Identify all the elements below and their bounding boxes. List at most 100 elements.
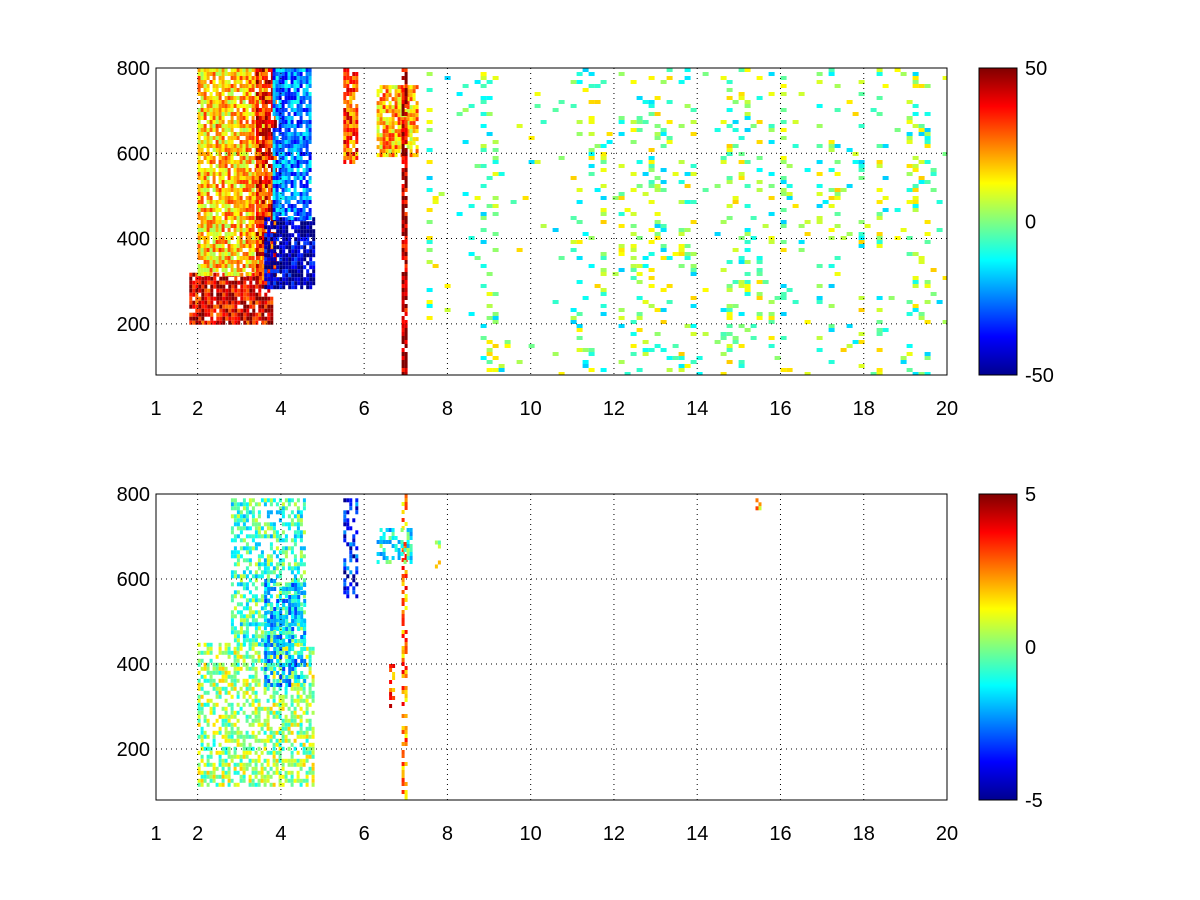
heatmap-cell [816, 264, 823, 268]
heatmap-cell [281, 196, 285, 200]
heatmap-cell [209, 642, 213, 647]
heatmap-cell [576, 280, 583, 284]
heatmap-cell [385, 129, 389, 134]
heatmap-cell [278, 706, 282, 711]
heatmap-cell [230, 614, 234, 619]
heatmap-cell [308, 216, 312, 220]
heatmap-cell [240, 272, 244, 277]
heatmap-cell [251, 674, 255, 679]
heatmap-cell [409, 137, 413, 142]
heatmap-cell [792, 204, 799, 208]
heatmap-cell [404, 328, 408, 332]
heatmap-cell [257, 526, 261, 531]
heatmap-cell [224, 108, 228, 112]
heatmap-cell [642, 348, 649, 352]
heatmap-cell [245, 212, 249, 216]
heatmap-cell [248, 192, 252, 196]
heatmap-cell [391, 153, 395, 158]
heatmap-cell [282, 241, 286, 246]
heatmap-cell [206, 68, 210, 72]
heatmap-cell [305, 172, 309, 176]
heatmap-cell [290, 782, 294, 787]
heatmap-cell [210, 312, 214, 317]
heatmap-cell [239, 124, 243, 128]
heatmap-cell [678, 80, 685, 84]
heatmap-cell [272, 702, 276, 707]
heatmap-cell [282, 639, 286, 643]
heatmap-cell [236, 562, 240, 567]
heatmap-cell [397, 145, 401, 150]
heatmap-cell [294, 245, 298, 250]
heatmap-cell [230, 514, 234, 519]
heatmap-cell [355, 72, 359, 76]
heatmap-cell [203, 662, 207, 667]
heatmap-cell [726, 204, 733, 208]
heatmap-cell [236, 734, 240, 739]
heatmap-cell [272, 196, 276, 200]
heatmap-cell [209, 68, 213, 72]
heatmap-cell [267, 268, 271, 272]
heatmap-cell [296, 622, 300, 627]
heatmap-cell [197, 112, 201, 116]
colorbar-1 [978, 67, 1018, 376]
heatmap-cell [242, 594, 246, 599]
heatmap-cell [242, 498, 246, 503]
heatmap-cell [248, 232, 252, 236]
heatmap-cell [257, 72, 261, 76]
heatmap-cell [197, 228, 201, 232]
heatmap-cell [233, 104, 237, 108]
heatmap-cell [900, 228, 907, 232]
heatmap-cell [404, 220, 408, 224]
heatmap-cell [233, 654, 237, 659]
heatmap-cell [409, 113, 413, 118]
heatmap-cell [308, 686, 312, 691]
heatmap-cell [312, 217, 316, 222]
heatmap-cell [224, 762, 228, 767]
heatmap-cell [305, 710, 309, 715]
heatmap-cell [251, 264, 255, 268]
heatmap-cell [264, 160, 268, 164]
heatmap-cell [290, 196, 294, 200]
heatmap-cell [258, 132, 262, 136]
heatmap-cell [206, 132, 210, 136]
heatmap-cell [273, 273, 277, 278]
heatmap-cell [492, 320, 499, 324]
heatmap-cell [401, 192, 405, 196]
heatmap-cell [302, 88, 306, 92]
heatmap-cell [293, 530, 297, 535]
heatmap-cell [308, 168, 312, 172]
heatmap-cell [594, 144, 601, 148]
heatmap-cell [290, 144, 294, 148]
heatmap-cell [212, 216, 216, 220]
heatmap-cell [218, 116, 222, 120]
heatmap-cell [264, 72, 268, 76]
heatmap-cell [246, 316, 250, 321]
heatmap-cell [343, 120, 347, 124]
heatmap-cell [296, 694, 300, 699]
heatmap-cell [224, 642, 228, 647]
heatmap-cell [248, 220, 252, 224]
heatmap-cell [588, 352, 595, 356]
heatmap-cell [480, 228, 487, 232]
heatmap-cell [267, 229, 271, 234]
heatmap-cell [299, 706, 303, 711]
heatmap-cell [401, 372, 405, 375]
heatmap-cell [261, 276, 265, 280]
heatmap-cell [258, 312, 262, 317]
heatmap-cell [285, 277, 289, 282]
heatmap-cell [242, 232, 246, 236]
heatmap-cell [846, 344, 853, 348]
heatmap-cell [218, 244, 222, 248]
heatmap-cell [474, 256, 481, 260]
heatmap-cell [242, 156, 246, 160]
heatmap-cell [397, 117, 401, 122]
heatmap-cell [272, 92, 276, 96]
heatmap-cell [816, 284, 823, 288]
heatmap-cell [267, 296, 271, 301]
heatmap-cell [415, 101, 419, 106]
heatmap-cell [570, 316, 577, 320]
heatmap-cell [245, 208, 249, 212]
heatmap-cell [290, 570, 294, 575]
heatmap-cell [756, 296, 763, 300]
heatmap-cell [305, 112, 309, 116]
